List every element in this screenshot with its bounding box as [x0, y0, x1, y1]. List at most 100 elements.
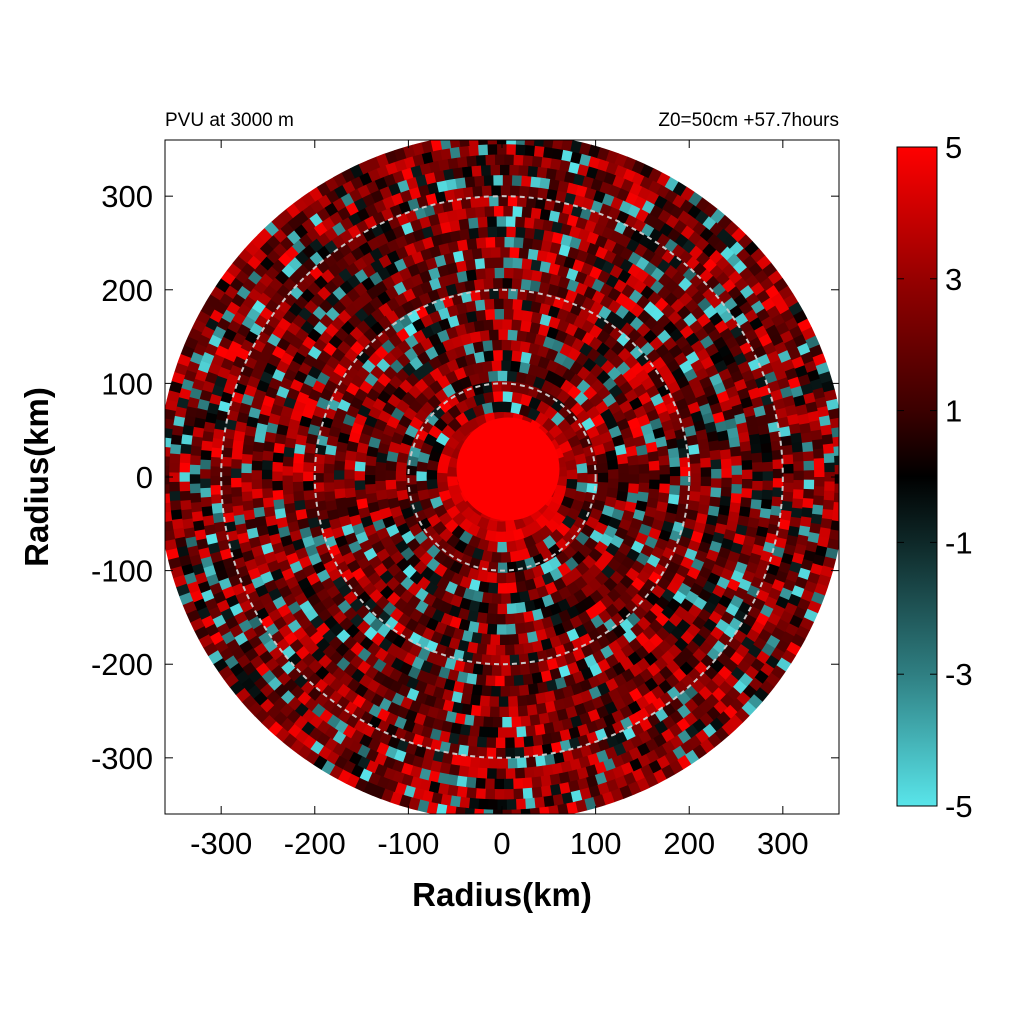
- field-cell: [535, 290, 548, 304]
- field-cell: [513, 153, 524, 166]
- field-cell: [739, 300, 754, 316]
- field-cell: [711, 282, 727, 298]
- field-cell: [788, 301, 804, 317]
- field-cell: [208, 393, 222, 406]
- field-cell: [680, 383, 695, 398]
- field-cell: [384, 459, 397, 471]
- field-cell: [369, 693, 385, 708]
- field-cell: [429, 366, 444, 382]
- field-cell: [540, 239, 553, 253]
- field-cell: [456, 238, 469, 252]
- field-cell: [293, 499, 306, 511]
- field-cell: [627, 638, 643, 654]
- field-cell: [284, 511, 298, 524]
- field-cell: [398, 794, 412, 809]
- field-cell: [358, 160, 373, 175]
- field-cell: [319, 387, 334, 402]
- field-cell: [729, 240, 745, 256]
- field-cell: [322, 406, 337, 420]
- field-cell: [284, 342, 299, 358]
- field-cell: [178, 554, 192, 567]
- field-cell: [657, 492, 671, 504]
- field-cell: [414, 691, 428, 706]
- field-cell: [626, 548, 641, 563]
- field-cell: [614, 499, 628, 513]
- field-cell: [821, 380, 835, 393]
- field-cell: [207, 361, 222, 376]
- field-cell: [400, 506, 415, 520]
- field-cell: [505, 540, 518, 554]
- field-cell: [291, 481, 304, 492]
- field-cell: [436, 285, 450, 299]
- field-cell: [785, 534, 799, 547]
- field-cell: [410, 250, 425, 265]
- field-cell: [575, 531, 591, 547]
- field-cell: [592, 222, 607, 237]
- field-cell: [628, 375, 643, 391]
- field-cell: [216, 538, 230, 552]
- field-cell: [311, 305, 327, 321]
- field-cell: [316, 348, 332, 364]
- field-cell: [282, 678, 298, 694]
- field-cell: [526, 289, 538, 302]
- field-cell: [442, 624, 456, 639]
- field-cell: [667, 447, 681, 459]
- field-cell: [238, 573, 253, 588]
- field-cell: [261, 450, 274, 461]
- field-cell: [546, 657, 559, 672]
- field-cell: [596, 682, 611, 697]
- field-cell: [200, 505, 213, 517]
- field-cell: [172, 415, 186, 427]
- field-cell: [481, 592, 493, 605]
- field-cell: [752, 344, 768, 359]
- field-cell: [654, 708, 669, 723]
- field-cell: [684, 698, 699, 714]
- field-cell: [467, 534, 481, 550]
- field-cell: [252, 623, 268, 638]
- field-cell: [508, 633, 520, 646]
- field-cell: [563, 255, 577, 270]
- field-cell: [345, 236, 361, 252]
- field-cell: [797, 373, 812, 387]
- colorbar-tick-label: 5: [945, 130, 962, 165]
- field-cell: [450, 291, 464, 306]
- field-cell: [731, 484, 743, 495]
- field-cell: [713, 239, 729, 255]
- field-cell: [770, 665, 786, 680]
- field-cell: [320, 760, 336, 775]
- field-cell: [716, 430, 730, 442]
- field-cell: [210, 502, 224, 514]
- field-cell: [694, 661, 710, 677]
- field-cell: [420, 757, 433, 772]
- field-cell: [734, 586, 749, 601]
- field-cell: [436, 179, 449, 193]
- field-cell: [316, 285, 332, 301]
- field-cell: [610, 788, 624, 803]
- field-cell: [223, 348, 239, 363]
- field-cell: [393, 291, 409, 307]
- field-cell: [235, 284, 251, 300]
- field-cell: [676, 717, 691, 733]
- field-cell: [770, 388, 784, 402]
- field-cell: [745, 561, 760, 575]
- colorbar-tick-label: -5: [945, 789, 973, 824]
- field-cell: [378, 585, 394, 601]
- field-cell: [800, 558, 815, 572]
- field-cell: [745, 414, 759, 427]
- field-cell: [393, 147, 407, 162]
- field-cell: [375, 357, 391, 373]
- field-cell: [458, 144, 471, 158]
- field-cell: [822, 556, 837, 569]
- field-cell: [453, 388, 468, 403]
- field-cell: [291, 238, 307, 254]
- field-cell: [759, 433, 772, 445]
- field-cell: [408, 185, 422, 200]
- field-cell: [373, 344, 389, 360]
- field-cell: [593, 189, 607, 204]
- field-cell: [264, 221, 280, 237]
- field-cell: [705, 514, 719, 527]
- field-cell: [725, 385, 740, 399]
- field-cell: [465, 776, 477, 790]
- field-cell: [753, 567, 768, 582]
- field-cell: [241, 661, 257, 677]
